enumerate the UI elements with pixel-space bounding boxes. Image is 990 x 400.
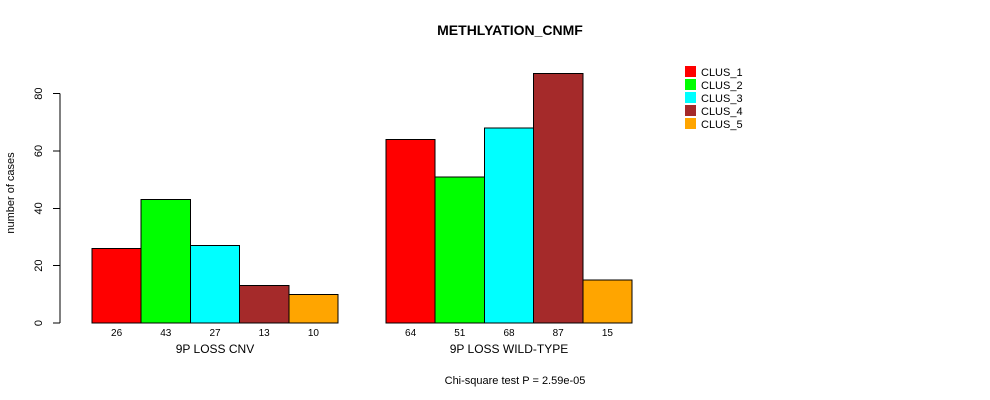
value-label-clus-5-group-1: 10 <box>308 328 320 339</box>
y-axis: 0 20 40 60 80 <box>33 88 61 326</box>
value-label-clus-3-group-2: 68 <box>503 328 515 339</box>
legend-label-clus-4: CLUS_4 <box>701 106 743 118</box>
legend-label-clus-5: CLUS_5 <box>701 119 743 131</box>
legend-label-clus-2: CLUS_2 <box>701 80 743 92</box>
value-label-clus-5-group-2: 15 <box>602 328 614 339</box>
y-tick-label-60: 60 <box>33 145 45 157</box>
bar-clus-2-group-2 <box>434 176 485 324</box>
legend-swatch-clus-5 <box>685 118 696 129</box>
value-label-clus-4-group-2: 87 <box>553 328 565 339</box>
value-label-clus-1-group-2: 64 <box>405 328 417 339</box>
bar-clus-1-group-2 <box>385 139 436 324</box>
bar-clus-4-group-1 <box>239 285 290 324</box>
bar-clus-5-group-1 <box>288 293 339 324</box>
bar-clus-3-group-1 <box>189 245 241 324</box>
value-label-clus-2-group-2: 51 <box>454 328 466 339</box>
y-tick-label-80: 80 <box>33 88 45 100</box>
bar-value-labels: 26 43 27 13 10 64 51 68 87 15 <box>111 328 613 339</box>
y-axis-label: number of cases <box>5 152 17 234</box>
bar-clus-4-group-2 <box>533 73 584 324</box>
y-tick-label-0: 0 <box>33 320 45 326</box>
legend-label-clus-3: CLUS_3 <box>701 93 743 105</box>
bar-clus-3-group-2 <box>483 127 535 324</box>
bar-clus-2-group-1 <box>140 199 191 324</box>
bar-clus-5-group-2 <box>582 279 633 324</box>
category-label-group-2: 9P LOSS WILD-TYPE <box>450 342 568 356</box>
bar-clus-1-group-1 <box>91 247 142 324</box>
chi-square-footnote: Chi-square test P = 2.59e-05 <box>445 375 586 387</box>
y-tick-label-40: 40 <box>33 202 45 214</box>
chart-title: METHLYATION_CNMF <box>437 22 583 38</box>
legend-swatch-clus-4 <box>685 105 696 116</box>
value-label-clus-3-group-1: 27 <box>209 328 221 339</box>
bar-groups <box>91 73 633 324</box>
legend-label-clus-1: CLUS_1 <box>701 67 743 79</box>
category-labels: 9P LOSS CNV 9P LOSS WILD-TYPE <box>176 342 568 356</box>
value-label-clus-4-group-1: 13 <box>259 328 271 339</box>
y-tick-label-20: 20 <box>33 260 45 272</box>
legend-swatch-clus-2 <box>685 79 696 90</box>
value-label-clus-2-group-1: 43 <box>160 328 172 339</box>
legend-swatch-clus-1 <box>685 66 696 77</box>
value-label-clus-1-group-1: 26 <box>111 328 123 339</box>
category-label-group-1: 9P LOSS CNV <box>176 342 254 356</box>
legend-swatch-clus-3 <box>685 92 696 103</box>
